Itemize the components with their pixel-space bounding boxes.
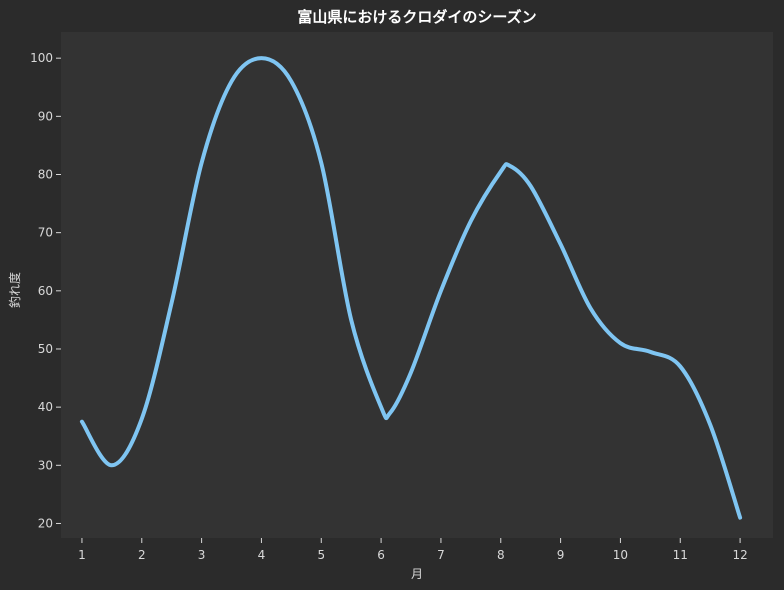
x-tick-label: 4 bbox=[258, 548, 266, 562]
y-tick-label: 90 bbox=[38, 109, 53, 123]
y-tick-label: 80 bbox=[38, 167, 53, 181]
x-tick-label: 5 bbox=[317, 548, 325, 562]
x-tick-label: 12 bbox=[732, 548, 747, 562]
chart-title: 富山県におけるクロダイのシーズン bbox=[297, 8, 536, 26]
x-tick-label: 2 bbox=[138, 548, 146, 562]
plot-area bbox=[61, 32, 773, 538]
x-tick-label: 7 bbox=[437, 548, 445, 562]
y-axis: 20 30 40 50 60 70 80 90 100 bbox=[30, 51, 61, 530]
x-axis-label: 月 bbox=[411, 567, 423, 581]
x-tick-label: 3 bbox=[198, 548, 206, 562]
y-tick-label: 20 bbox=[38, 516, 53, 530]
x-axis: 1 2 3 4 5 6 7 8 9 10 11 12 bbox=[78, 538, 748, 562]
x-tick-label: 11 bbox=[673, 548, 688, 562]
y-tick-label: 50 bbox=[38, 342, 53, 356]
x-tick-label: 9 bbox=[557, 548, 565, 562]
x-tick-label: 8 bbox=[497, 548, 505, 562]
y-tick-label: 60 bbox=[38, 284, 53, 298]
y-tick-label: 40 bbox=[38, 400, 53, 414]
series-line bbox=[79, 56, 743, 520]
x-tick-label: 10 bbox=[613, 548, 628, 562]
x-tick-label: 1 bbox=[78, 548, 86, 562]
y-tick-label: 30 bbox=[38, 458, 53, 472]
x-tick-label: 6 bbox=[377, 548, 385, 562]
y-tick-label: 70 bbox=[38, 226, 53, 240]
y-axis-label: 釣れ度 bbox=[7, 272, 22, 308]
y-tick-label: 100 bbox=[30, 51, 53, 65]
